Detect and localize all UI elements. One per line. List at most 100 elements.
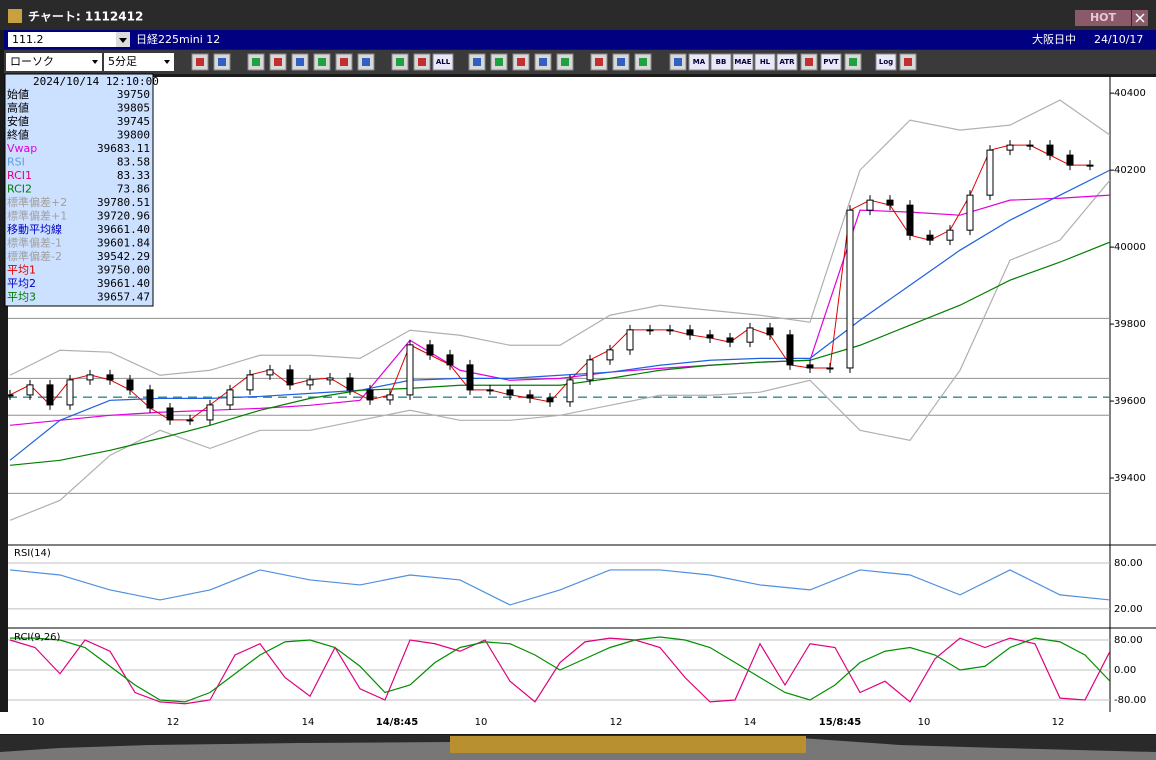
hot-button[interactable] [1075,10,1131,26]
x-tick-label: 12 [610,717,623,728]
tool-glyph [362,58,370,66]
candle-body [146,389,154,409]
tool-button-label: Log [879,58,893,66]
candle-body [346,377,354,391]
y-tick-label: -80.00 [1114,695,1146,706]
tool-glyph [218,58,226,66]
rci-line [9,637,1110,705]
symbol-bar [4,30,1156,49]
tool-button[interactable] [875,53,897,71]
candle-body [286,369,294,386]
candle-body [1046,144,1054,156]
info-label: 始値 [7,87,29,101]
candle-body [1086,164,1094,167]
tool-glyph [418,58,426,66]
tool-glyph [849,58,857,66]
tool-button[interactable] [732,53,754,71]
candle-body [206,404,214,421]
tool-button-label: MAE [734,58,751,66]
rsi-line [9,569,1110,606]
info-label: 平均2 [7,277,36,290]
tool-button-label: HL [760,58,771,66]
candle-body [1006,144,1014,151]
tool-button[interactable] [754,53,776,71]
candle-body [826,367,834,370]
info-label: RCI1 [7,169,32,182]
tool-glyph [539,58,547,66]
market-name: 大阪日中 [1032,32,1076,46]
tool-glyph [396,58,404,66]
tool-glyph [595,58,603,66]
candle-body [986,149,994,196]
tool-button[interactable] [688,53,710,71]
tool-glyph [274,58,282,66]
y-tick-label: 80.00 [1114,558,1143,569]
hot-label[interactable]: HOT [1090,11,1117,24]
candle-body [526,394,534,399]
dropdown-arrow [92,60,98,64]
indicator-line [9,169,1110,461]
candle-body [366,389,374,401]
tool-button-label: ALL [436,58,451,66]
tool-glyph [318,58,326,66]
candle-body [926,234,934,241]
y-tick-label: 0.00 [1114,665,1136,676]
indicator-line [9,194,1110,426]
tool-glyph [495,58,503,66]
candle-body [446,354,454,366]
info-value: 39661.40 [97,223,150,236]
info-label: RSI [7,156,25,169]
tool-glyph [196,58,204,66]
candle-body [1066,154,1074,166]
candle-body [566,379,574,403]
chart-type-text: ローソク [10,55,54,68]
y-tick-label: 20.00 [1114,604,1143,615]
tool-button-label: PVT [823,58,839,66]
candle-body [26,384,34,396]
chart-type-select[interactable] [6,53,102,71]
interval-text: 5分足 [108,55,137,68]
tool-button[interactable] [820,53,842,71]
info-value: 39601.84 [97,237,150,250]
info-label: 移動平均線 [7,222,62,236]
toolbar-icons: ALL MA BB MAE HL ATR PVT Log [191,53,917,71]
tool-glyph [805,58,813,66]
tool-button[interactable] [776,53,798,71]
interval-select[interactable] [104,53,174,71]
price-plot [8,99,1110,521]
info-value: 83.58 [117,156,150,169]
app-icon [8,9,22,23]
candle-body [726,337,734,343]
tool-button[interactable] [710,53,732,71]
info-value: 39657.47 [97,291,150,304]
tool-glyph [252,58,260,66]
candle-body [66,379,74,406]
x-tick-label: 12 [167,717,180,728]
tool-glyph [904,58,912,66]
tool-glyph [674,58,682,66]
title-bar [0,0,1156,30]
info-value: 39750 [117,88,150,101]
info-label: 標準偏差+2 [7,195,67,209]
y-tick-label: 80.00 [1114,635,1143,646]
y-tick-label: 40400 [1114,88,1146,99]
info-value: 39780.51 [97,196,150,209]
candle-body [946,229,954,241]
x-tick-label: 15/8:45 [819,717,861,728]
y-tick-label: 39600 [1114,396,1146,407]
candle-body [506,389,514,396]
info-label: 標準偏差-1 [7,236,62,250]
tool-button-label: BB [716,58,727,66]
indicator-line [9,241,1110,466]
info-label: 安値 [7,114,29,128]
code-input[interactable] [8,32,116,47]
candle-body [706,334,714,339]
x-tick-label: 10 [918,717,931,728]
candle-body [126,379,134,391]
candle-body [406,344,414,396]
candle-body [86,374,94,381]
tool-button[interactable] [432,53,454,71]
scroll-thumb[interactable] [450,736,806,753]
